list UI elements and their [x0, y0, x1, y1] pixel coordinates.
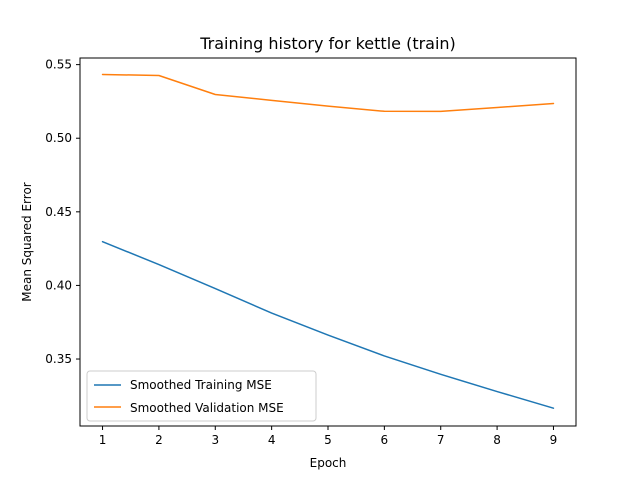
x-axis-label: Epoch: [310, 456, 347, 470]
y-tick-label: 0.55: [45, 58, 72, 72]
legend: Smoothed Training MSE Smoothed Validatio…: [86, 370, 317, 422]
chart-title: Training history for kettle (train): [199, 34, 456, 53]
legend-label-validation: Smoothed Validation MSE: [130, 401, 284, 415]
y-axis: 0.35 0.40 0.45 0.50 0.55: [45, 58, 80, 366]
plot-area: [79, 57, 577, 427]
legend-box: [86, 370, 317, 422]
x-tick-label: 8: [493, 433, 501, 447]
x-axis: 1 2 3 4 5 6 7 8 9: [99, 426, 558, 447]
x-tick-label: 1: [99, 433, 107, 447]
y-tick-label: 0.35: [45, 352, 72, 366]
validation-mse-line: [101, 73, 555, 113]
x-tick-label: 6: [381, 433, 389, 447]
series-layer: [101, 73, 555, 409]
y-tick-label: 0.50: [45, 131, 72, 145]
training-mse-line: [101, 240, 555, 409]
y-tick-label: 0.40: [45, 278, 72, 292]
x-tick-label: 5: [324, 433, 332, 447]
x-tick-label: 9: [550, 433, 558, 447]
axes-frame: [79, 57, 577, 427]
x-tick-label: 4: [268, 433, 276, 447]
legend-label-training: Smoothed Training MSE: [130, 378, 272, 392]
x-tick-label: 7: [437, 433, 445, 447]
x-tick-label: 2: [155, 433, 163, 447]
y-axis-label: Mean Squared Error: [20, 182, 34, 302]
y-tick-label: 0.45: [45, 205, 72, 219]
x-tick-label: 3: [211, 433, 219, 447]
